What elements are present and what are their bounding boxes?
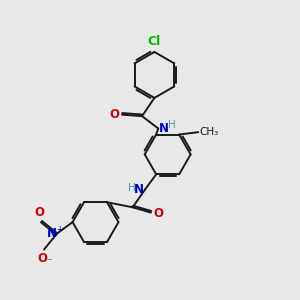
Text: CH₃: CH₃ xyxy=(200,127,219,137)
Text: O: O xyxy=(110,108,120,121)
Text: O: O xyxy=(34,206,45,219)
Text: +: + xyxy=(56,225,63,234)
Text: N: N xyxy=(47,227,57,240)
Text: O: O xyxy=(37,253,47,266)
Text: Cl: Cl xyxy=(148,35,161,48)
Text: H: H xyxy=(128,183,136,193)
Text: N: N xyxy=(134,183,144,196)
Text: N: N xyxy=(159,122,169,135)
Text: H: H xyxy=(168,120,176,130)
Text: ⁻: ⁻ xyxy=(46,257,52,267)
Text: O: O xyxy=(153,207,163,220)
